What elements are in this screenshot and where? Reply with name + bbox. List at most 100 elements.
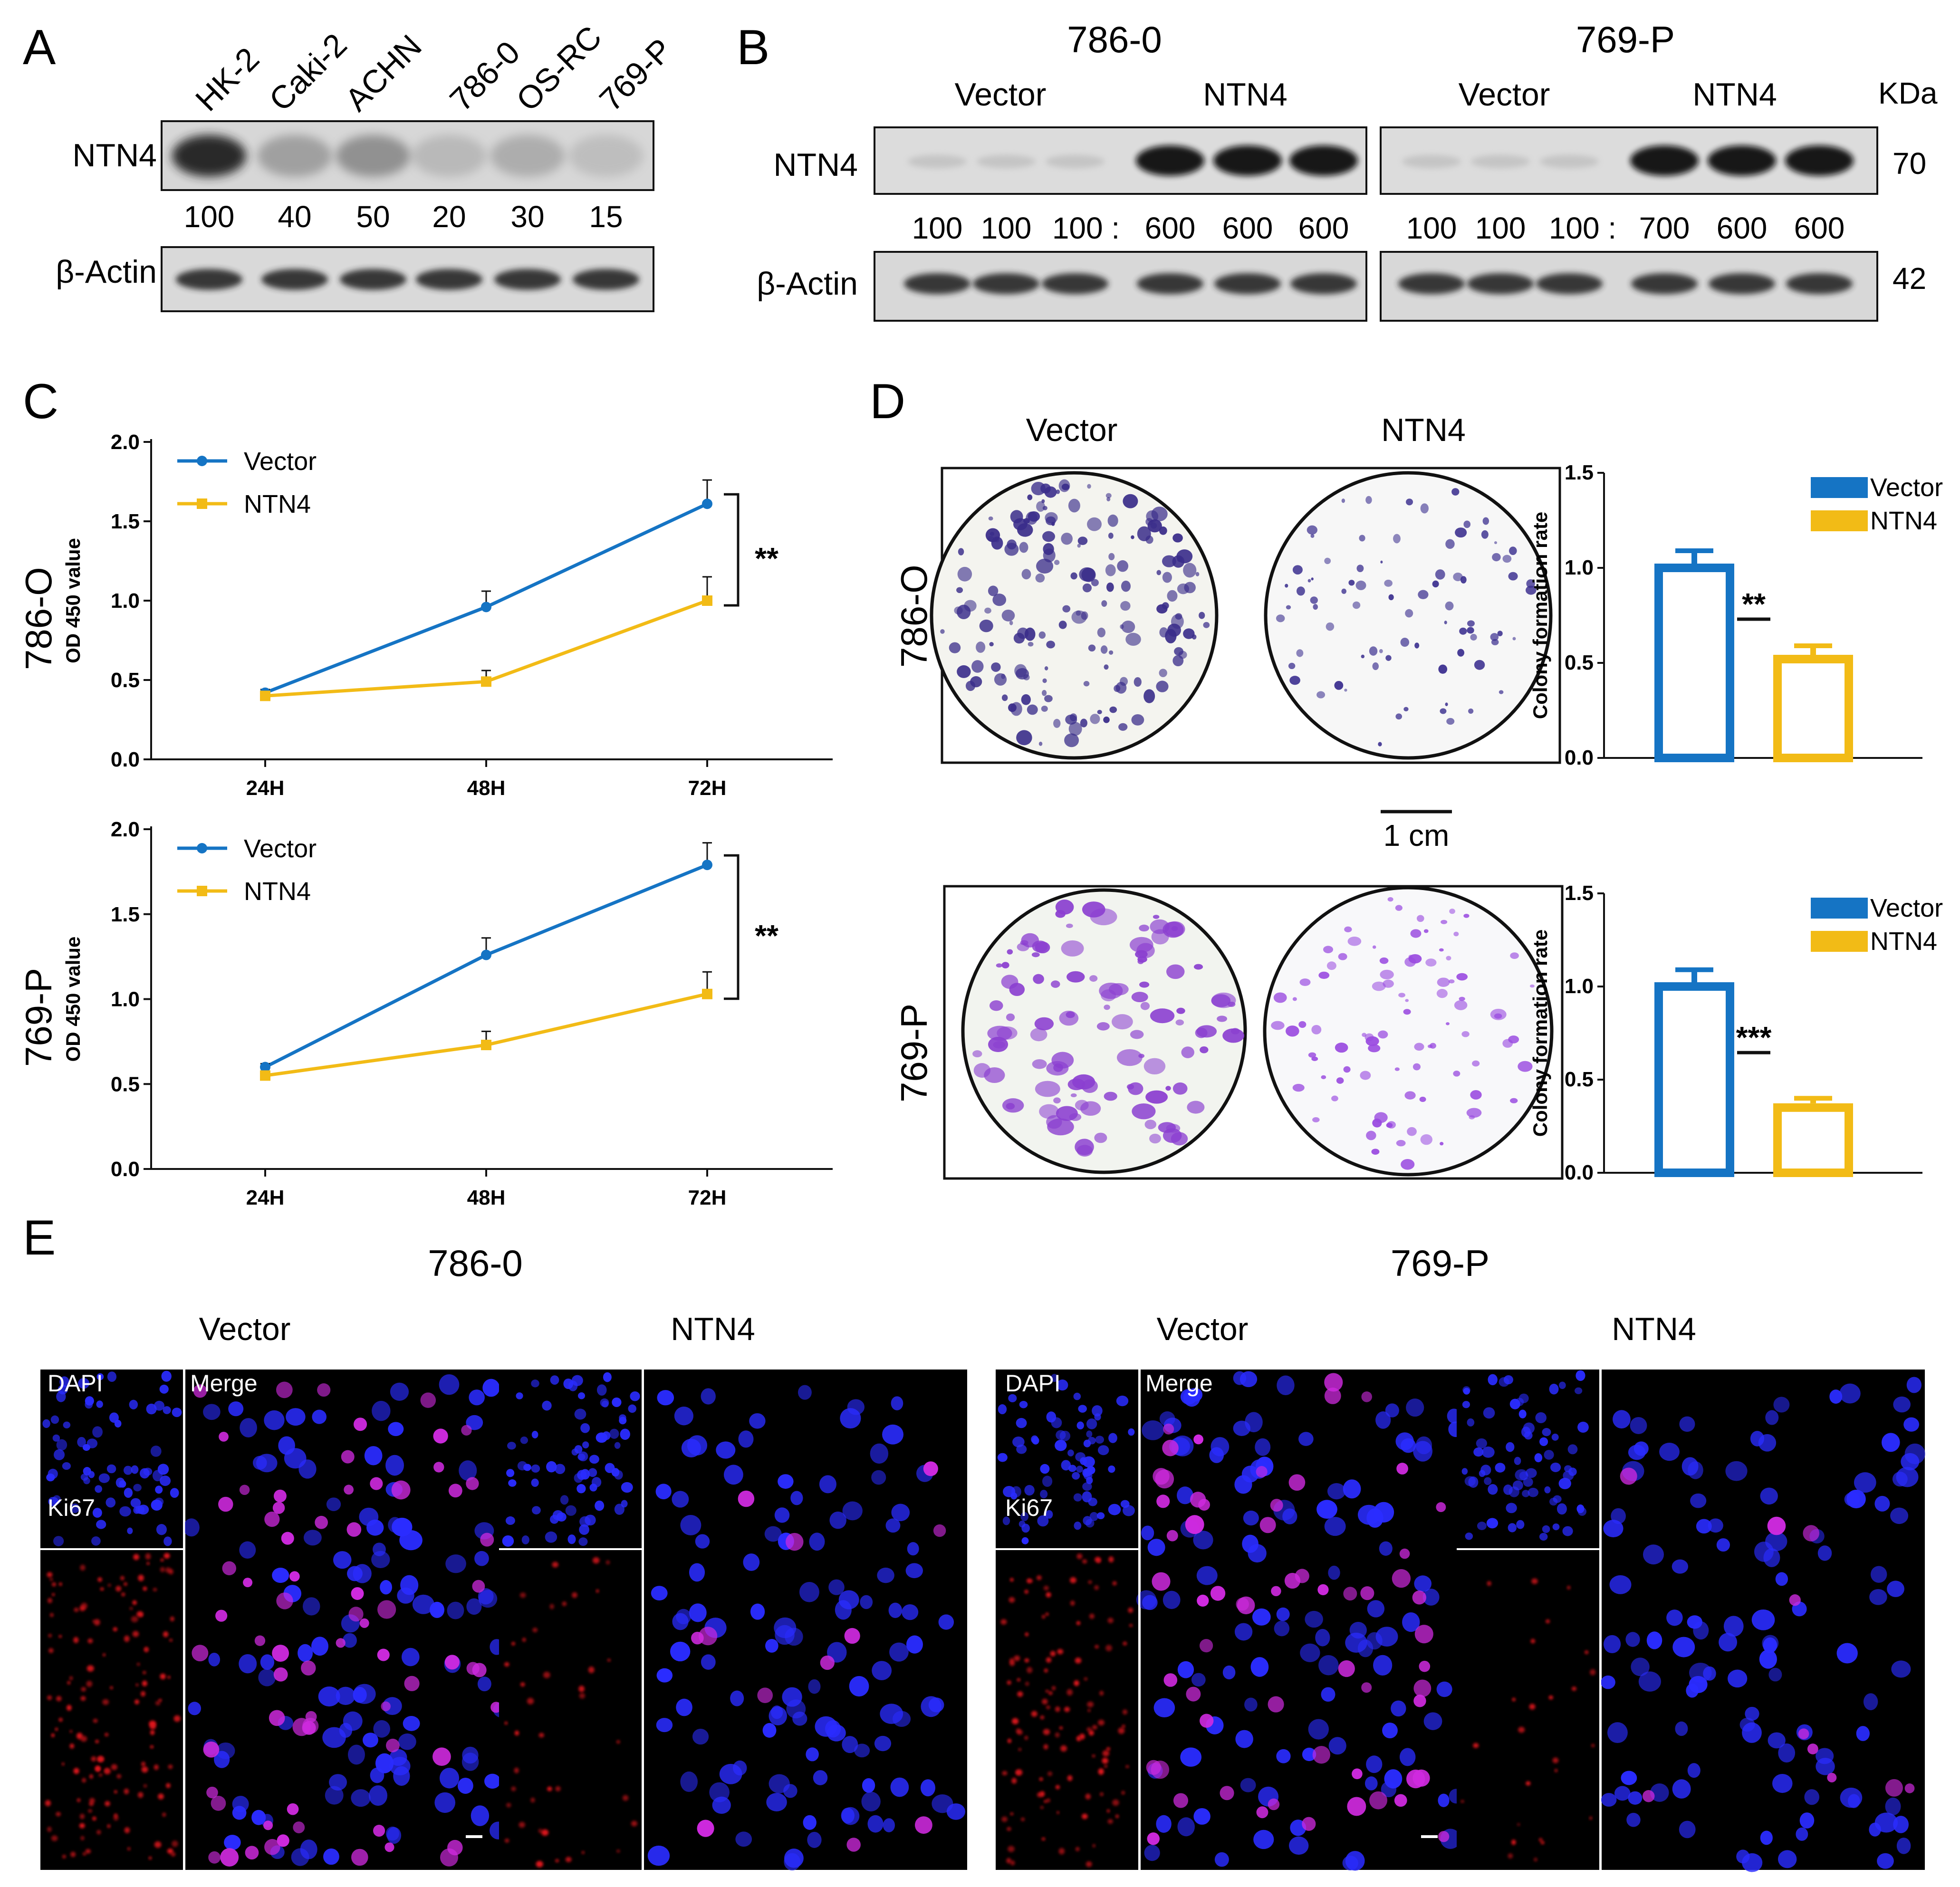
colony	[1338, 953, 1347, 960]
if-786-vector-merge-cell	[403, 1716, 420, 1731]
if-769-vector-merge-cell	[1401, 1438, 1416, 1453]
if-786-vector-merge-cell	[347, 1744, 365, 1765]
if-769-vector-merge-cell	[1255, 1438, 1271, 1456]
if-786-ntn4-merge-ki67-cell	[846, 1838, 861, 1852]
colony	[1017, 523, 1033, 537]
colony	[1107, 514, 1118, 527]
if-786-ntn4-dapi-cell	[612, 1397, 622, 1407]
if-786-vector-merge-cell	[484, 1773, 501, 1789]
if-769-vector-merge-ki67-cell	[1338, 1660, 1355, 1677]
if-769-vector-merge-cell	[1342, 1856, 1358, 1871]
if-786-vector-merge-ki67-cell	[381, 1701, 391, 1712]
if-769-vector-merge-cell	[1375, 1411, 1391, 1429]
if-769-ntn4-ki67-cell	[1552, 1757, 1559, 1763]
colony	[1285, 584, 1288, 588]
colony	[1334, 680, 1344, 690]
if-769-vector-ki67-cell	[1058, 1848, 1065, 1855]
colony	[1463, 520, 1471, 528]
if-769-ntn4-ki67-cell	[1512, 1697, 1516, 1702]
colony	[1070, 572, 1077, 580]
if-786-ntn4-merge-cell	[907, 1542, 919, 1556]
y-tick-label: 0.0	[1565, 1161, 1594, 1184]
if-769-vector-ki67-cell	[1092, 1754, 1095, 1758]
if-769-ntn4-merge-cell	[1768, 1732, 1786, 1749]
if-786-vector-ki67-cell	[47, 1827, 52, 1832]
if-769-vector-merge-cell	[1235, 1730, 1253, 1748]
if-786-vector-merge-label: Merge	[190, 1370, 258, 1397]
if-769-vector-ki67-cell	[1047, 1771, 1053, 1776]
if-769-vector-ki67-cell	[1057, 1811, 1059, 1814]
if-786-ntn4-merge-cell	[885, 1518, 901, 1533]
lane-label-hk2: HK-2	[189, 40, 266, 118]
if-769-vector-merge-cell	[1302, 1747, 1316, 1762]
if-769-vector-merge-cell	[1180, 1389, 1197, 1405]
if-786-vector-ki67-cell	[144, 1647, 149, 1652]
if-786-ntn4-merge-cell	[774, 1617, 797, 1638]
if-769-vector-merge-ki67-cell	[1270, 1499, 1283, 1512]
colony	[1412, 1063, 1421, 1071]
if-786-vector-merge-cell	[272, 1568, 289, 1583]
data-point-vector	[481, 602, 491, 613]
blot-b-ntn4-band	[908, 155, 967, 168]
if-786-vector-merge-ki67-cell	[273, 1489, 287, 1503]
if-769-ntn4-dapi-cell	[1479, 1470, 1486, 1477]
if-786-vector-merge-ki67-cell	[344, 1485, 354, 1495]
if-769-vector-merge-cell	[1406, 1398, 1424, 1417]
colony	[1395, 905, 1403, 911]
if-786-ntn4-ki67-cell	[532, 1628, 538, 1633]
if-769-vector-dapi-cell	[1061, 1460, 1071, 1471]
panel-d: D Vector NTN4 786-O 769-P 1 cm 0.00.51.0…	[870, 374, 1943, 1184]
if-786-ntn4-merge-cell	[928, 1697, 944, 1713]
colony	[1453, 572, 1463, 582]
colony	[1401, 1159, 1415, 1170]
if-769-vector-merge-ki67-cell	[1236, 1598, 1249, 1611]
colony	[949, 642, 961, 653]
if-769-ntn4-merge-cell	[1778, 1743, 1796, 1763]
if-786-vector-ki67-cell	[96, 1767, 100, 1772]
if-786-vector-ki67-cell	[172, 1840, 178, 1847]
if-769-vector-merge-cell	[1345, 1632, 1367, 1653]
data-point-vector	[260, 1062, 270, 1073]
if-786-ntn4-ki67-cell	[547, 1786, 552, 1791]
colony	[1140, 1002, 1150, 1010]
if-786-vector-dapi-cell	[52, 1434, 60, 1442]
legend-label: Vector	[244, 447, 317, 476]
blot-b-769-title: 769-P	[1576, 19, 1675, 60]
if-769-ntn4-dapi-cell	[1465, 1533, 1473, 1540]
colony	[1440, 1142, 1444, 1146]
colony	[1066, 971, 1085, 983]
if-786-ntn4-merge-cell	[891, 1504, 910, 1522]
if-786-ntn4-dapi-cell	[520, 1437, 528, 1444]
colony	[1028, 642, 1034, 647]
if-786-vector-merge-cell	[323, 1848, 339, 1865]
blot-a-actin-bands	[176, 269, 639, 290]
if-769-vector-merge-cell	[1343, 1479, 1361, 1499]
if-786-vector-ki67-cell	[80, 1696, 86, 1701]
if-786-vector-merge-cell	[380, 1580, 393, 1595]
bar-ntn4	[1773, 655, 1853, 762]
if-786-ntn4-ki67-cell	[605, 1560, 610, 1565]
colony	[1510, 1098, 1518, 1103]
if-786-vector-ki67-cell	[105, 1801, 110, 1807]
if-786-vector-ki67-cell	[124, 1788, 129, 1794]
if-769-ntn4-dapi-cell	[1461, 1468, 1468, 1475]
if-786-vector-dapi-cell	[78, 1378, 90, 1389]
colony	[1120, 677, 1128, 686]
if-769-vector-dapi-cell	[1067, 1449, 1074, 1456]
if-786-vector-merge-cell	[322, 1727, 346, 1748]
colony	[1121, 621, 1135, 633]
if-769-vector-merge-ki67-cell	[1438, 1831, 1450, 1842]
blot-a-ntn4-band	[258, 135, 332, 177]
legend-swatch	[1811, 510, 1868, 531]
if-786-ntn4-dapi-cell	[600, 1398, 609, 1407]
if-769-ntn4-merge-cell	[1687, 1763, 1701, 1778]
colony	[1331, 1095, 1338, 1102]
blot-a-ntn4-bands	[172, 135, 643, 177]
colony	[1470, 633, 1477, 641]
panel-c-letter: C	[23, 374, 58, 429]
if-769-vector-ki67-cell	[1043, 1585, 1049, 1591]
if-786-ntn4-merge-ki67-cell	[820, 1655, 835, 1670]
if-786-vector-dapi-cell	[50, 1415, 59, 1424]
if-786-vector-ki67-cell	[89, 1801, 94, 1806]
if-769-ntn4-dapi-cell	[1508, 1523, 1517, 1533]
